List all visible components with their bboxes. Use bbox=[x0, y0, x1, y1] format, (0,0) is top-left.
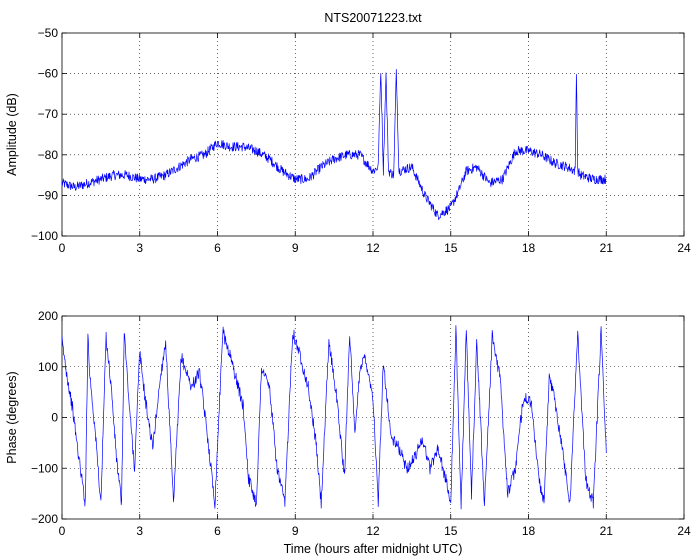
amplitude-x-tick-label: 21 bbox=[600, 241, 614, 255]
phase-y-tick-label: 0 bbox=[51, 411, 58, 425]
amplitude-x-tick-label: 6 bbox=[214, 241, 221, 255]
phase-y-axis-label: Phase (degrees) bbox=[5, 371, 19, 463]
amplitude-axes: 0 3 6 9 12 15 18 21 24 −100 −90 −80 −70 −60 −50 NTS200… bbox=[5, 11, 691, 255]
phase-x-tick-label: 21 bbox=[600, 524, 614, 538]
phase-y-tick-label: 100 bbox=[38, 360, 58, 374]
phase-x-tick-label: 0 bbox=[59, 524, 66, 538]
amplitude-y-tick-label: −100 bbox=[31, 229, 58, 243]
phase-series-line bbox=[61, 325, 607, 510]
amplitude-x-tick-label: 24 bbox=[677, 241, 691, 255]
amplitude-y-tick-label: −80 bbox=[38, 148, 59, 162]
amplitude-y-tick-label: −60 bbox=[38, 67, 59, 81]
amplitude-y-tick-label: −50 bbox=[38, 26, 59, 40]
phase-x-tick-label: 24 bbox=[677, 524, 691, 538]
amplitude-x-tick-label: 12 bbox=[366, 241, 380, 255]
phase-x-tick-label: 9 bbox=[292, 524, 299, 538]
phase-x-tick-label: 18 bbox=[522, 524, 536, 538]
amplitude-x-tick-label: 3 bbox=[136, 241, 143, 255]
amplitude-y-axis-label: Amplitude (dB) bbox=[5, 93, 19, 176]
phase-x-tick-label: 6 bbox=[214, 524, 221, 538]
amplitude-x-tick-label: 0 bbox=[59, 241, 66, 255]
phase-x-tick-label: 12 bbox=[366, 524, 380, 538]
phase-axes: 0 3 6 9 12 15 18 21 24 −200 −100 0 100 200 Time (hour… bbox=[5, 309, 691, 556]
amplitude-plot-frame bbox=[61, 32, 685, 237]
amplitude-x-tick-label: 18 bbox=[522, 241, 536, 255]
amplitude-y-tick-label: −90 bbox=[38, 188, 59, 202]
phase-y-tick-label: −200 bbox=[31, 512, 58, 526]
amplitude-x-tick-label: 9 bbox=[292, 241, 299, 255]
phase-x-axis-label: Time (hours after midnight UTC) bbox=[284, 542, 463, 556]
amplitude-y-tick-label: −70 bbox=[38, 107, 59, 121]
phase-x-tick-label: 15 bbox=[444, 524, 458, 538]
amplitude-ticks: 0 3 6 9 12 15 18 21 24 −100 −90 −80 −70 −60 −50 bbox=[31, 26, 691, 255]
amplitude-chart-title: NTS20071223.txt bbox=[324, 11, 422, 25]
phase-y-tick-label: −100 bbox=[31, 461, 58, 475]
amplitude-series-line bbox=[61, 69, 607, 221]
phase-x-tick-label: 3 bbox=[136, 524, 143, 538]
phase-y-tick-label: 200 bbox=[38, 309, 58, 323]
amplitude-x-tick-label: 15 bbox=[444, 241, 458, 255]
phase-ticks: 0 3 6 9 12 15 18 21 24 −200 −100 0 100 200 bbox=[31, 309, 691, 538]
